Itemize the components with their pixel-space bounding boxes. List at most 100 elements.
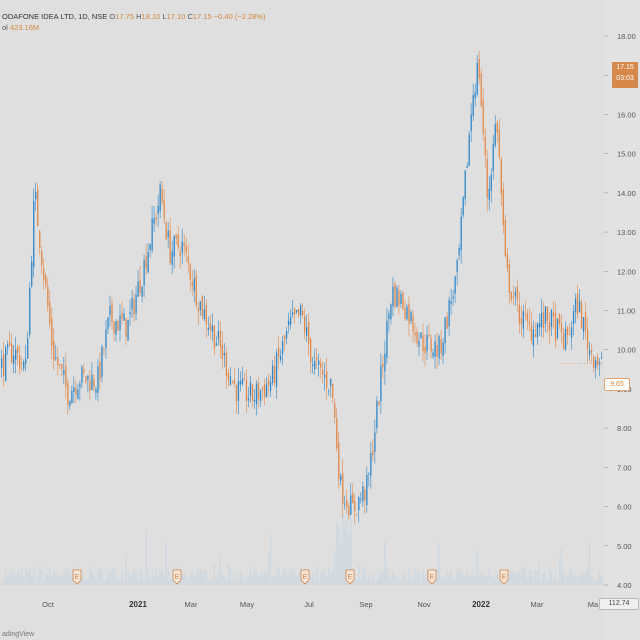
candle-body [177,235,179,248]
candle-body [165,222,167,240]
candle-body [205,304,207,325]
earnings-marker-icon[interactable]: E [72,569,82,585]
candle-body [1,358,3,368]
volume-bar [289,568,292,585]
volume-bar [151,568,153,585]
earnings-marker-letter: E [75,574,80,581]
candle-body [67,383,69,405]
x-tick-label: Mar [531,600,544,609]
volume-bar [330,572,332,585]
volume-bar [524,567,527,585]
candle-body [600,357,603,359]
candle-body [510,292,512,300]
candle-body [41,251,43,266]
volume-bar [263,571,266,585]
volume-bar [582,573,585,585]
candle-body [229,376,232,385]
volume-bar [21,568,23,585]
volume-bar [153,577,155,585]
volume-bar [219,557,222,585]
candle-body [352,493,354,504]
candle-body [113,321,115,334]
volume-bar [203,570,205,585]
candle-body [215,343,218,346]
volume-bar [161,570,163,585]
y-tick-label: 14.00 [617,189,636,198]
volume-bar [436,569,438,585]
candle-body [239,381,242,385]
volume-bar [257,576,260,585]
candle-body [356,513,358,515]
candle-body [209,323,211,330]
candle-body [474,92,476,99]
earnings-marker-icon[interactable]: E [172,569,182,585]
earnings-marker-icon[interactable]: E [345,569,355,585]
volume-bar [91,572,93,585]
volume-bar [69,572,71,585]
candle-body [77,389,79,399]
volume-bar [43,580,45,585]
candle-body [412,315,414,332]
candle-body [253,400,256,402]
volume-bar [199,568,201,585]
volume-bar [129,577,131,585]
candle-body [135,294,137,314]
earnings-marker-icon[interactable]: E [300,569,310,585]
candle-body [193,278,195,292]
candle-body [269,382,272,391]
volume-bar [456,569,458,585]
candle-body [61,364,63,370]
volume-bar [526,579,529,585]
candle-body [514,292,517,296]
candle-body [273,366,276,384]
candle-body [249,382,252,397]
candle-body [366,475,368,505]
candle-body [107,317,109,329]
volume-bar [342,513,344,585]
candle-body [173,236,175,257]
volume-bar [3,576,5,585]
candle-body [582,317,585,332]
candle-body [185,245,187,253]
volume-bar [548,567,551,585]
candle-body [548,322,551,331]
volume-bar [85,579,87,585]
candle-body [285,330,288,339]
volume-bar [384,541,386,585]
volume-bar [336,523,338,585]
volume-bar [418,572,420,585]
volume-bar [510,572,512,585]
candle-body [394,283,396,307]
candle-body [562,333,565,349]
candle-body [314,360,316,370]
volume-bar [179,578,181,585]
candle-body [161,188,163,202]
volume-bar [452,577,454,585]
volume-bar [273,576,276,585]
candle-body [283,335,286,340]
earnings-marker-letter: E [502,574,507,581]
candle-body [259,390,262,402]
earnings-marker-icon[interactable]: E [427,569,437,585]
volume-bar [147,570,149,585]
earnings-marker-icon[interactable]: E [499,569,509,585]
volume-label[interactable]: ol [2,23,8,32]
candle-body [456,260,458,273]
candle-body [342,472,344,504]
candle-body [11,344,13,363]
candle-body [207,327,209,330]
candle-body [588,350,591,355]
candle-body [9,341,11,346]
candle-body [388,313,390,320]
symbol-title[interactable]: ODAFONE IDEA LTD, 1D, NSE [2,12,108,21]
volume-bar [518,572,521,585]
volume-bar [13,569,15,585]
earnings-marker-letter: E [303,574,308,581]
candle-body [89,380,91,391]
candle-body [400,293,402,304]
volume-bar [189,573,191,585]
volume-bar [245,575,248,585]
volume-bar [570,569,573,585]
volume-bar [5,570,7,585]
